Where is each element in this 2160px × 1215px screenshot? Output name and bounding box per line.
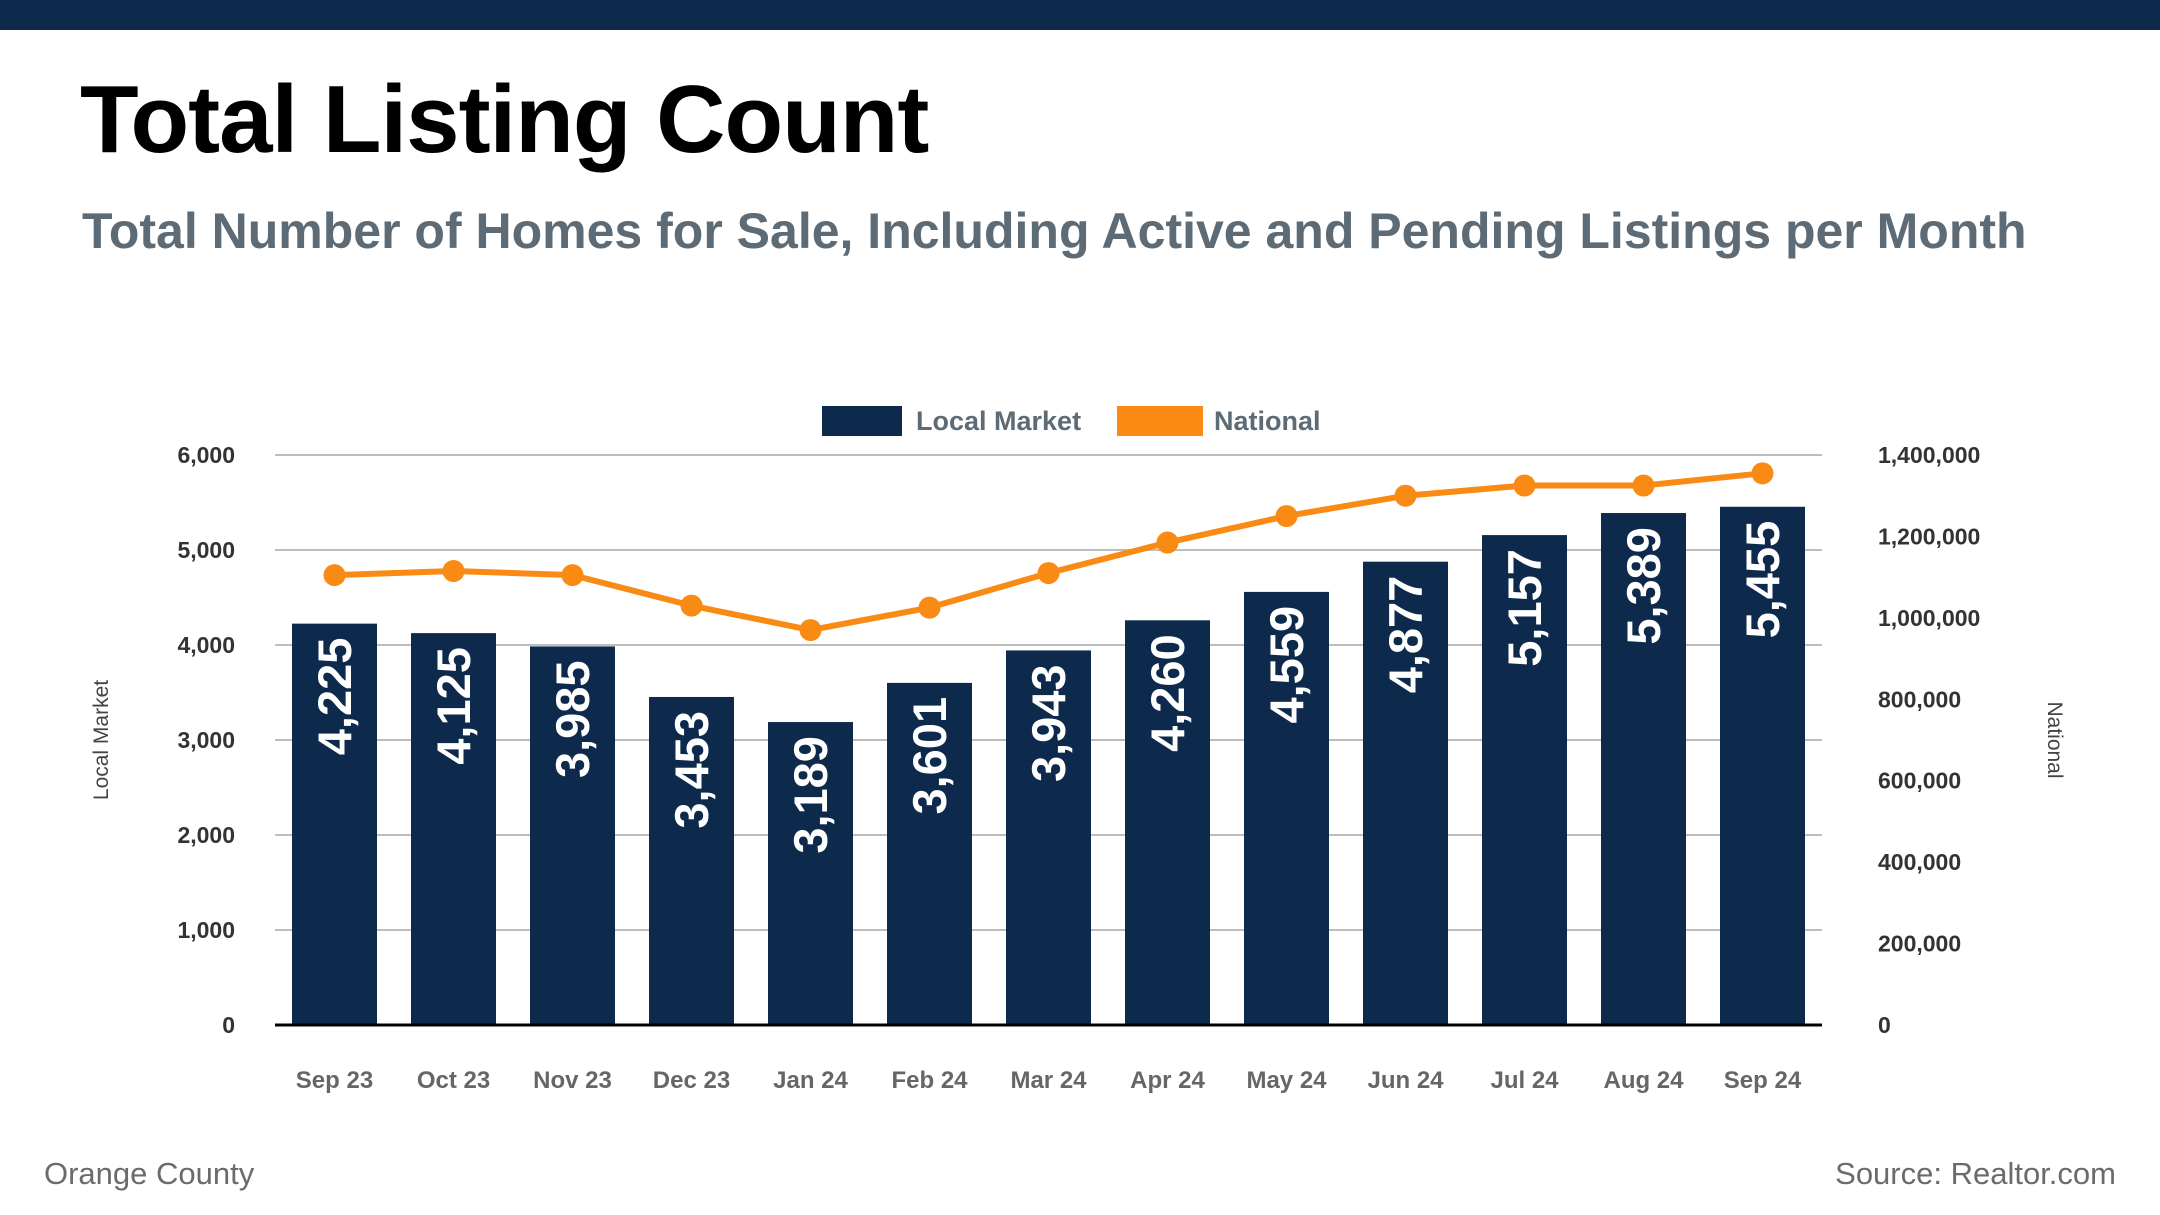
legend: Local Market National <box>822 406 1321 436</box>
x-tick-label: Feb 24 <box>891 1067 968 1094</box>
x-tick-label: Dec 23 <box>653 1067 730 1094</box>
national-point <box>1632 474 1655 497</box>
y-right-tick-label: 800,000 <box>1878 686 1961 712</box>
x-tick-label: Mar 24 <box>1010 1067 1087 1094</box>
x-tick-label: May 24 <box>1246 1067 1327 1094</box>
national-point <box>799 619 822 642</box>
bar <box>1244 591 1329 1025</box>
bar <box>530 646 615 1025</box>
national-point <box>1751 462 1774 485</box>
x-tick-label: Apr 24 <box>1130 1067 1205 1094</box>
bar-data-label: 4,225 <box>308 638 361 756</box>
national-point <box>680 594 703 617</box>
national-point <box>1275 505 1298 528</box>
y-right-tick-label: 1,200,000 <box>1878 523 1980 549</box>
bar-data-label: 4,125 <box>427 647 480 765</box>
national-point <box>1513 474 1536 497</box>
legend-label-local-market: Local Market <box>916 406 1081 436</box>
y-left-tick-label: 6,000 <box>177 442 235 468</box>
y-left-tick-label: 5,000 <box>177 537 235 563</box>
legend-swatch-local-market <box>822 406 902 436</box>
national-point <box>442 560 465 583</box>
x-tick-label: Sep 24 <box>1724 1067 1802 1094</box>
bar <box>1006 650 1091 1025</box>
y-right-tick-label: 1,400,000 <box>1878 442 1980 468</box>
x-tick-label: Sep 23 <box>296 1067 373 1094</box>
x-tick-label: Aug 24 <box>1603 1067 1684 1094</box>
top-bar <box>0 0 2160 30</box>
bar <box>1482 535 1567 1025</box>
x-tick-label: Nov 23 <box>533 1067 612 1094</box>
national-point <box>1037 562 1060 585</box>
national-point <box>918 596 941 619</box>
bar <box>1363 561 1448 1025</box>
axes: 0 1,000 2,000 3,000 4,000 5,000 6,000 0 200,000 4… <box>90 442 2066 1094</box>
y-left-axis-title: Local Market <box>90 680 113 800</box>
bar-data-label: 3,189 <box>784 736 837 854</box>
bar <box>1125 620 1210 1025</box>
y-left-tick-label: 4,000 <box>177 632 235 658</box>
bar-data-label: 3,985 <box>546 660 599 778</box>
y-right-tick-label: 600,000 <box>1878 768 1961 794</box>
bar-data-label: 5,455 <box>1736 521 1789 639</box>
bar-data-label: 5,157 <box>1498 549 1551 667</box>
bar-series: 4,225 4,125 3,985 3,453 3,189 3,601 3,943 4,260… <box>292 506 1805 1025</box>
bar <box>292 623 377 1025</box>
page-title: Total Listing Count <box>80 66 929 173</box>
national-point <box>323 564 346 587</box>
bar-data-label: 4,559 <box>1260 606 1313 724</box>
national-point <box>561 564 584 587</box>
bar-data-label: 4,260 <box>1141 634 1194 752</box>
line-series <box>323 462 1774 642</box>
source-label: Source: Realtor.com <box>1835 1156 2116 1191</box>
page-subtitle: Total Number of Homes for Sale, Includin… <box>82 203 2027 259</box>
bar-data-label: 5,389 <box>1617 527 1670 645</box>
y-left-tick-label: 1,000 <box>177 917 235 943</box>
bar <box>1720 506 1805 1025</box>
legend-label-national: National <box>1214 406 1321 436</box>
y-right-tick-label: 0 <box>1878 1012 1891 1038</box>
legend-swatch-national <box>1117 406 1203 436</box>
bar <box>649 696 734 1025</box>
national-point <box>1156 531 1179 554</box>
y-left-tick-label: 0 <box>222 1012 235 1038</box>
y-left-tick-label: 2,000 <box>177 822 235 848</box>
y-right-axis-title: National <box>2043 701 2066 778</box>
bar-data-label: 4,877 <box>1379 576 1432 694</box>
bar-data-label: 3,943 <box>1022 664 1075 782</box>
y-right-tick-label: 200,000 <box>1878 931 1961 957</box>
bar <box>768 722 853 1025</box>
bar <box>411 633 496 1025</box>
x-tick-label: Oct 23 <box>417 1067 490 1094</box>
y-right-tick-label: 400,000 <box>1878 849 1961 875</box>
x-tick-label: Jan 24 <box>773 1067 848 1094</box>
listing-count-chart: 4,225 4,125 3,985 3,453 3,189 3,601 3,943 4,260… <box>90 406 2066 1094</box>
bar-data-label: 3,453 <box>665 711 718 829</box>
y-left-tick-label: 3,000 <box>177 727 235 753</box>
national-point <box>1394 484 1417 507</box>
bar <box>1601 513 1686 1025</box>
y-right-tick-label: 1,000,000 <box>1878 605 1980 631</box>
x-tick-label: Jul 24 <box>1490 1067 1559 1094</box>
bar <box>887 682 972 1025</box>
x-tick-label: Jun 24 <box>1367 1067 1444 1094</box>
region-label: Orange County <box>44 1156 255 1191</box>
bar-data-label: 3,601 <box>903 697 956 815</box>
